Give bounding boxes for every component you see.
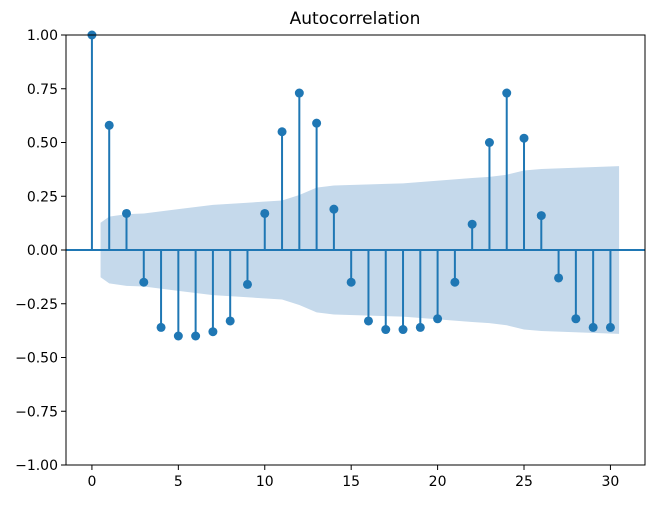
y-tick-label: −1.00 [15, 458, 58, 474]
stem-marker-lag-30 [605, 322, 615, 332]
stem-marker-lag-7 [208, 327, 218, 337]
stem-marker-lag-24 [502, 88, 512, 98]
stem-marker-lag-1 [104, 120, 114, 130]
stem-marker-lag-6 [191, 331, 201, 341]
y-tick-label: 1.00 [27, 28, 58, 44]
stem-marker-lag-10 [260, 208, 270, 218]
stem-marker-lag-13 [312, 118, 322, 128]
y-tick-label: −0.75 [15, 404, 58, 420]
stem-marker-lag-29 [588, 322, 598, 332]
stem-marker-lag-11 [277, 127, 287, 137]
stem-marker-lag-18 [398, 325, 408, 335]
y-tick-label: −0.50 [15, 351, 58, 367]
stem-marker-lag-4 [156, 322, 166, 332]
stem-marker-lag-17 [381, 325, 391, 335]
x-tick-label: 10 [256, 474, 274, 490]
stem-marker-lag-8 [225, 316, 235, 326]
stem-marker-lag-25 [519, 133, 529, 143]
y-tick-label: 0.75 [27, 82, 58, 98]
stem-marker-lag-28 [571, 314, 581, 324]
stem-marker-lag-22 [467, 219, 477, 229]
stem-marker-lag-20 [433, 314, 443, 324]
x-tick-label: 25 [515, 474, 533, 490]
y-tick-label: 0.00 [27, 243, 58, 259]
stem-marker-lag-3 [139, 277, 149, 287]
stem-marker-lag-2 [121, 208, 131, 218]
stem-marker-lag-14 [329, 204, 339, 214]
stem-marker-lag-26 [536, 211, 546, 221]
stem-marker-lag-16 [363, 316, 373, 326]
x-tick-label: 15 [342, 474, 360, 490]
x-tick-label: 0 [87, 474, 96, 490]
stem-marker-lag-23 [484, 138, 494, 147]
x-tick-label: 20 [429, 474, 447, 490]
stem-marker-lag-27 [554, 273, 564, 283]
y-tick-label: 0.50 [27, 136, 58, 152]
stem-marker-lag-15 [346, 277, 356, 287]
stem-marker-lag-9 [242, 279, 252, 289]
chart-title: Autocorrelation [290, 9, 421, 29]
plot-frame [65, 34, 646, 466]
y-tick-label: 0.25 [27, 189, 58, 205]
stem-marker-lag-21 [450, 277, 460, 287]
y-tick-label: −0.25 [15, 297, 58, 313]
x-tick-label: 30 [602, 474, 620, 490]
stem-marker-lag-19 [415, 322, 425, 332]
x-tick-label: 5 [174, 474, 183, 490]
stem-marker-lag-5 [173, 331, 183, 341]
stem-marker-lag-12 [294, 88, 304, 98]
